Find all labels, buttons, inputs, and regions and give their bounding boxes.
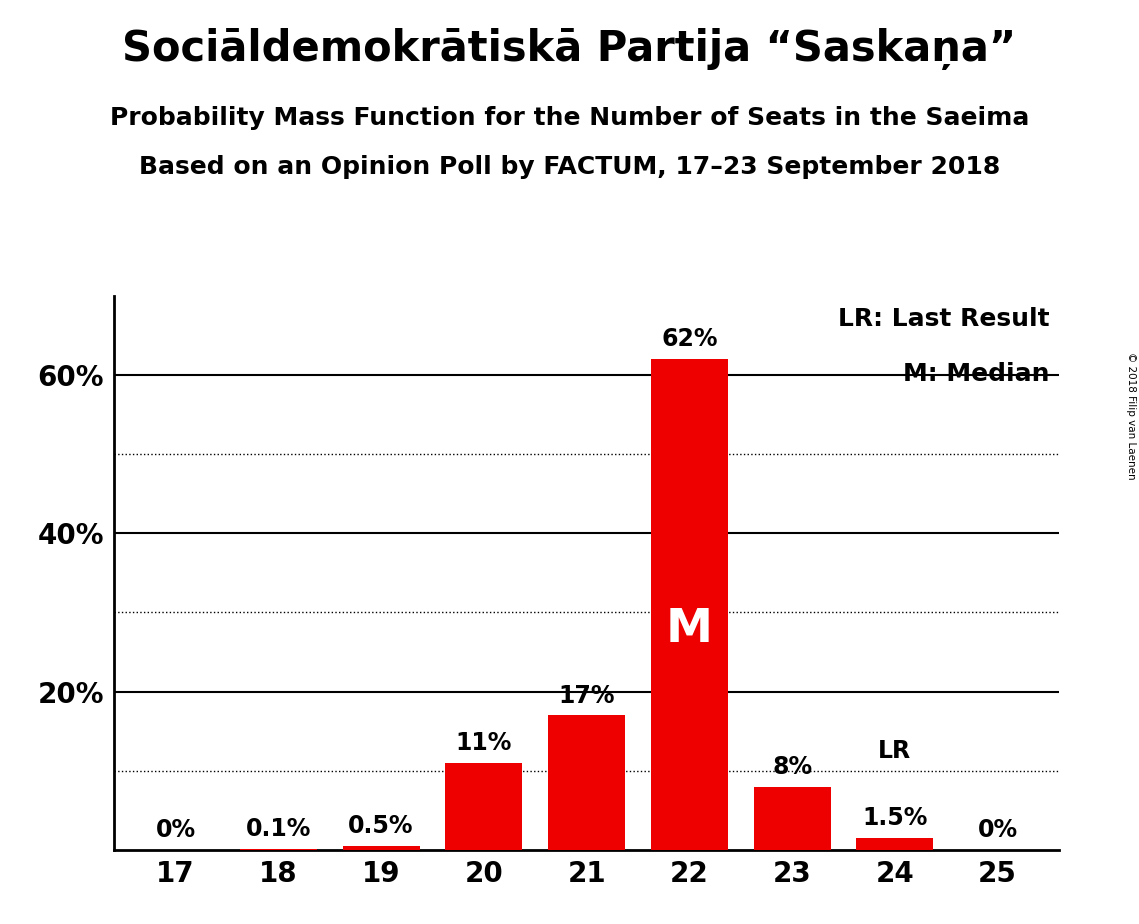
Bar xyxy=(445,763,523,850)
Text: Based on an Opinion Poll by FACTUM, 17–23 September 2018: Based on an Opinion Poll by FACTUM, 17–2… xyxy=(139,155,1000,179)
Text: 17%: 17% xyxy=(558,684,615,708)
Text: © 2018 Filip van Laenen: © 2018 Filip van Laenen xyxy=(1126,352,1136,480)
Text: Sociāldemokrātiskā Partija “Saskaņa”: Sociāldemokrātiskā Partija “Saskaņa” xyxy=(122,28,1017,69)
Text: M: Median: M: Median xyxy=(903,362,1050,386)
Bar xyxy=(857,838,933,850)
Bar xyxy=(548,715,625,850)
Text: Probability Mass Function for the Number of Seats in the Saeima: Probability Mass Function for the Number… xyxy=(109,106,1030,130)
Text: 62%: 62% xyxy=(661,327,718,351)
Text: 11%: 11% xyxy=(456,731,513,755)
Bar xyxy=(754,786,830,850)
Text: 0%: 0% xyxy=(977,818,1017,842)
Text: 0%: 0% xyxy=(156,818,196,842)
Text: LR: LR xyxy=(878,739,911,763)
Text: 1.5%: 1.5% xyxy=(862,807,927,831)
Bar xyxy=(343,846,419,850)
Text: 8%: 8% xyxy=(772,755,812,779)
Text: M: M xyxy=(666,607,713,651)
Bar xyxy=(650,359,728,850)
Text: 0.5%: 0.5% xyxy=(349,814,413,838)
Text: LR: Last Result: LR: Last Result xyxy=(838,307,1050,331)
Text: 0.1%: 0.1% xyxy=(246,818,311,842)
